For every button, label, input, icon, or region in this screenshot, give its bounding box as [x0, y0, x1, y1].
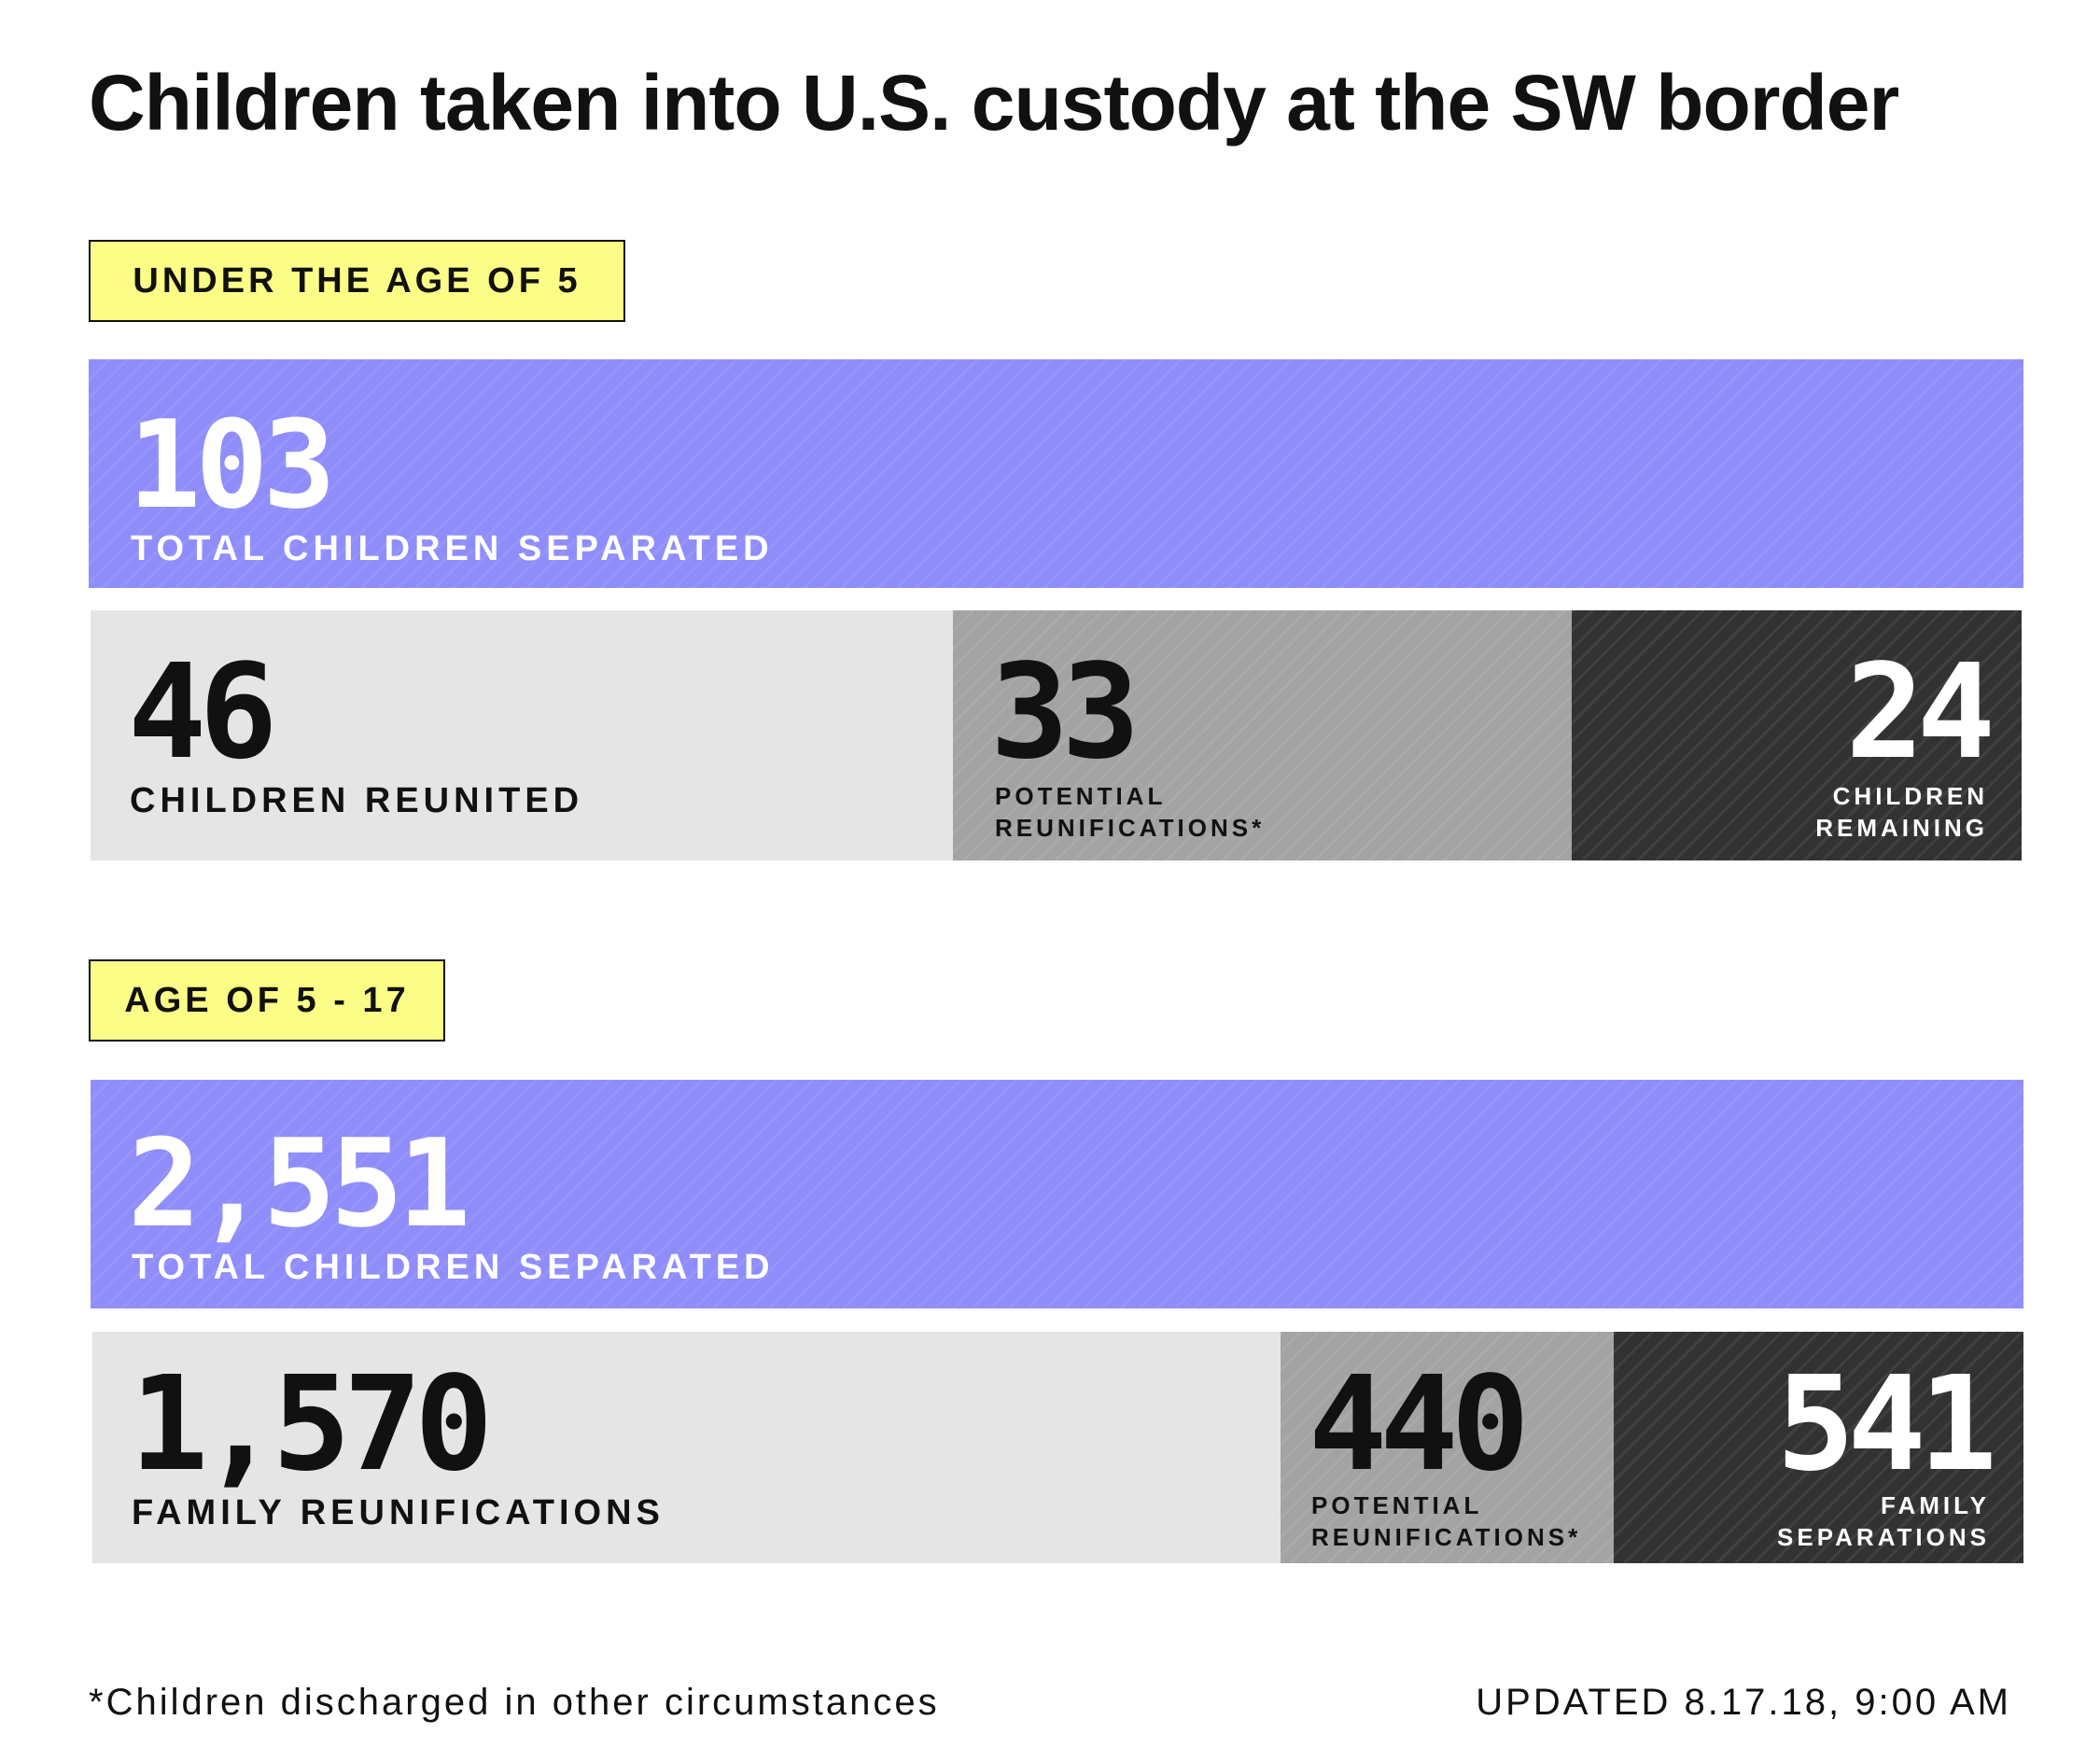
segment-label: FAMILY SEPARATIONS — [1777, 1490, 1990, 1554]
segment-value: 440 — [1309, 1349, 1530, 1501]
total-band-under-5: 103 TOTAL CHILDREN SEPARATED — [89, 359, 2023, 588]
segment-label-line: FAMILY REUNIFICATIONS — [132, 1493, 665, 1532]
segment-label-line: POTENTIAL — [1311, 1491, 1483, 1519]
segment-label: POTENTIAL REUNIFICATIONS* — [1311, 1490, 1581, 1554]
section-tag-5-to-17: AGE OF 5 - 17 — [89, 959, 445, 1042]
footnote: *Children discharged in other circumstan… — [89, 1682, 940, 1723]
segment-remaining: 24 CHILDREN REMAINING — [1572, 610, 2022, 860]
segment-label: CHILDREN REMAINING — [1815, 781, 1988, 845]
total-value: 2,551 — [128, 1112, 470, 1254]
segment-value: 541 — [1776, 1349, 1997, 1501]
segment-value: 46 — [128, 636, 278, 789]
total-label: TOTAL CHILDREN SEPARATED — [131, 529, 774, 568]
segment-potential: 440 POTENTIAL REUNIFICATIONS* — [1281, 1332, 1614, 1563]
updated-timestamp: UPDATED 8.17.18, 9:00 AM — [1476, 1682, 2011, 1723]
segment-label-line: CHILDREN — [1832, 782, 1988, 810]
section-tag-under-5: UNDER THE AGE OF 5 — [89, 240, 625, 322]
segment-label-line: FAMILY — [1881, 1491, 1990, 1519]
segment-family-separations: 541 FAMILY SEPARATIONS — [1614, 1332, 2023, 1563]
total-label: TOTAL CHILDREN SEPARATED — [132, 1248, 775, 1287]
segment-row-5-to-17: 1,570 FAMILY REUNIFICATIONS 440 POTENTIA… — [92, 1332, 2023, 1563]
segment-label-line: CHILDREN REUNITED — [130, 781, 584, 820]
segment-value: 33 — [990, 636, 1141, 789]
segment-label: FAMILY REUNIFICATIONS — [132, 1490, 665, 1536]
segment-label-line: REUNIFICATIONS* — [995, 813, 1266, 842]
segment-potential: 33 POTENTIAL REUNIFICATIONS* — [953, 610, 1572, 860]
segment-label-line: REMAINING — [1815, 813, 1988, 842]
segment-label: CHILDREN REUNITED — [130, 778, 583, 824]
total-band-5-to-17: 2,551 TOTAL CHILDREN SEPARATED — [91, 1080, 2023, 1308]
segment-reunited: 46 CHILDREN REUNITED — [91, 610, 953, 860]
segment-value: 1,570 — [130, 1349, 493, 1501]
segment-row-under-5: 46 CHILDREN REUNITED 33 POTENTIAL REUNIF… — [91, 610, 2022, 860]
total-value: 103 — [128, 394, 336, 536]
segment-label-line: REUNIFICATIONS* — [1311, 1522, 1582, 1551]
segment-label-line: SEPARATIONS — [1777, 1522, 1990, 1551]
chart-title: Children taken into U.S. custody at the … — [89, 59, 1899, 147]
segment-label-line: POTENTIAL — [995, 782, 1167, 810]
segment-label: POTENTIAL REUNIFICATIONS* — [995, 781, 1265, 845]
segment-family-reunifications: 1,570 FAMILY REUNIFICATIONS — [92, 1332, 1281, 1563]
segment-value: 24 — [1845, 636, 1995, 789]
